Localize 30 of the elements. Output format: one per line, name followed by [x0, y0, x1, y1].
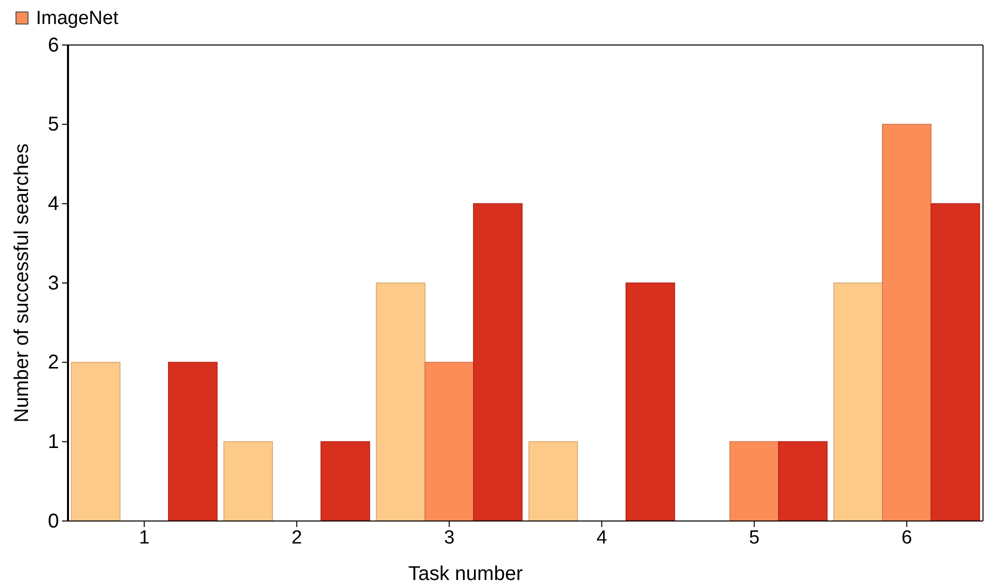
y-tick-label: 0	[48, 510, 59, 532]
legend-label: ImageNet	[36, 8, 120, 29]
bar	[930, 203, 980, 522]
bar	[882, 124, 932, 522]
x-tick-label: 6	[901, 527, 912, 548]
y-tick-label: 3	[48, 272, 59, 294]
bar	[473, 203, 523, 522]
x-axis-title: Task number	[408, 563, 524, 584]
y-tick-label: 4	[48, 193, 59, 216]
y-tick-label: 2	[48, 352, 59, 374]
bar	[223, 441, 273, 522]
bar	[320, 441, 370, 522]
x-tick-label: 1	[138, 527, 150, 548]
bar	[528, 441, 578, 522]
x-tick-label: 2	[291, 527, 302, 548]
y-tick-label: 6	[48, 34, 59, 56]
y-axis-title: Number of successful searches	[11, 143, 33, 423]
bar	[729, 441, 780, 522]
y-tick-label: 5	[48, 114, 59, 136]
bar	[778, 441, 828, 522]
bar	[424, 362, 474, 522]
bar	[168, 362, 218, 522]
bar	[626, 282, 676, 522]
x-tick-label: 4	[596, 527, 608, 548]
bar	[833, 282, 883, 522]
x-tick-label: 3	[444, 527, 455, 548]
y-tick-label: 1	[48, 431, 59, 454]
x-tick-label: 5	[748, 527, 760, 548]
bar	[376, 282, 426, 522]
bar	[70, 362, 120, 522]
